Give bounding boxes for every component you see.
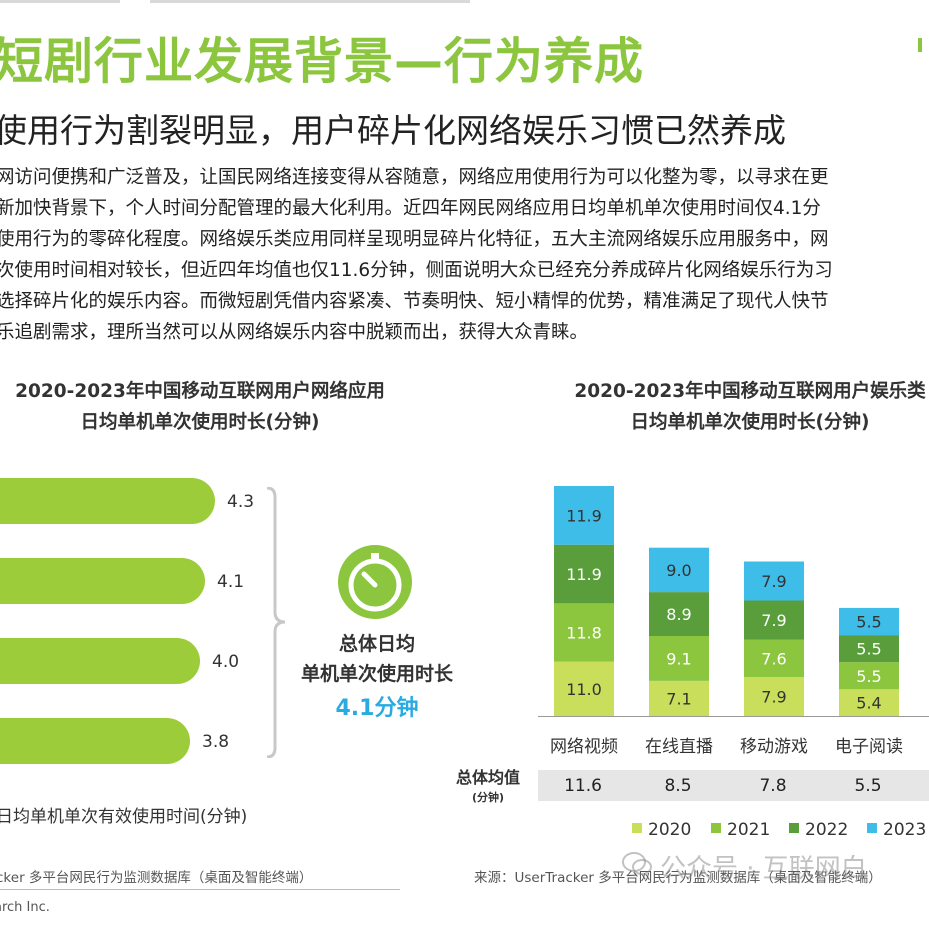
- legend-label: 2022: [805, 820, 849, 840]
- bar-segment: [649, 547, 709, 593]
- bar-segment: [554, 486, 614, 545]
- bar-value-label: 4.1: [217, 572, 245, 592]
- legend-item: 2023: [867, 820, 926, 840]
- bar: [0, 638, 200, 684]
- legend-label: 2020: [648, 820, 692, 840]
- bar-value-label: 4.3: [227, 492, 255, 512]
- bar-segment-label: 8.9: [666, 605, 691, 624]
- bar-segment: [839, 607, 899, 635]
- bracket-shape: [266, 487, 286, 758]
- average-row: [538, 770, 929, 801]
- category-label: 电子阅读: [835, 737, 903, 757]
- body-paragraph: 网访问便携和广泛普及，让国民网络连接变得从容随意，网络应用使用行为可以化整为零，…: [0, 162, 929, 348]
- bar-segment-label: 5.5: [856, 667, 881, 686]
- stopwatch-icon: [338, 545, 412, 619]
- bar-value-label: 4.0: [212, 652, 240, 672]
- bar-segment-label: 7.9: [761, 572, 786, 591]
- bar-segment-label: 11.9: [566, 565, 602, 584]
- body-line: 网访问便携和广泛普及，让国民网络连接变得从容随意，网络应用使用行为可以化整为零，…: [0, 167, 829, 188]
- body-line: 乐追剧需求，理所当然可以从网络娱乐内容中脱颖而出，获得大众青睐。: [0, 322, 589, 343]
- bar-segment: [649, 636, 709, 681]
- page-subtitle: 使用行为割裂明显，用户碎片化网络娱乐习惯已然养成: [0, 111, 786, 150]
- average-value: 5.5: [854, 776, 882, 796]
- category-label: 在线直播: [645, 737, 713, 757]
- bar-segment: [744, 677, 804, 716]
- bar-segment-label: 9.1: [666, 650, 691, 669]
- average-value: 8.5: [664, 776, 692, 796]
- bar-segment-label: 5.5: [856, 640, 881, 659]
- bar-segment: [744, 561, 804, 601]
- right-chart-title-line1: 2020-2023年中国移动互联网用户娱乐类: [574, 381, 926, 402]
- legend-swatch: [867, 823, 877, 833]
- corner-accent: [918, 38, 922, 52]
- bar-segment-label: 11.0: [566, 680, 602, 699]
- source-note-right: 来源：UserTracker 多平台网民行为监测数据库（桌面及智能终端）: [474, 870, 882, 886]
- legend-swatch: [632, 823, 642, 833]
- bar: [0, 718, 190, 764]
- legend-swatch: [789, 823, 799, 833]
- legend-item: 2020: [632, 820, 691, 840]
- bar-segment-label: 9.0: [666, 561, 691, 580]
- bar-segment-label: 7.1: [666, 690, 691, 709]
- page-title: 短剧行业发展背景—行为养成: [0, 33, 645, 90]
- footer-divider: [0, 889, 400, 890]
- legend-item: 2022: [789, 820, 848, 840]
- body-line: 选择碎片化的娱乐内容。而微短剧凭借内容紧凑、节奏明快、短小精悍的优势，精准满足了…: [0, 291, 829, 312]
- legend-swatch: [711, 823, 721, 833]
- average-unit: (分钟): [471, 791, 505, 804]
- bar: [0, 478, 215, 524]
- bar-segment-label: 5.4: [856, 694, 881, 713]
- bar-segment: [649, 681, 709, 716]
- bar-segment: [554, 661, 614, 716]
- bar-segment-label: 7.6: [761, 649, 786, 668]
- body-line: 新加快背景下，个人时间分配管理的最大化利用。近四年网民网络应用日均单机单次使用时…: [0, 198, 821, 219]
- bar: [0, 558, 205, 604]
- bar-segment-label: 5.5: [856, 613, 881, 632]
- legend-item: 2021: [711, 820, 770, 840]
- top-decoration: [0, 0, 929, 8]
- source-note-left: cker 多平台网民行为监测数据库（桌面及智能终端）: [0, 870, 313, 886]
- bar-segment: [554, 603, 614, 662]
- left-chart-title-line2: 日均单机单次使用时长(分钟): [80, 412, 320, 433]
- bar-segment: [839, 635, 899, 663]
- summary-label-line2: 单机单次使用时长: [300, 663, 453, 685]
- copyright-text: arch Inc.: [0, 900, 50, 915]
- bar-segment-label: 7.9: [761, 688, 786, 707]
- right-chart-title-line2: 日均单机单次使用时长(分钟): [630, 412, 870, 433]
- left-chart-title-line1: 2020-2023年中国移动互联网用户网络应用: [15, 381, 385, 402]
- summary-label-line1: 总体日均: [338, 633, 415, 655]
- category-label: 移动游戏: [740, 737, 808, 757]
- legend-label: 2023: [883, 820, 927, 840]
- average-value: 7.8: [759, 776, 787, 796]
- average-label: 总体均值: [455, 768, 520, 787]
- body-line: 次使用时间相对较长，但近四年均值也仅11.6分钟，侧面说明大众已经充分养成碎片化…: [0, 260, 833, 281]
- category-label: 网络视频: [550, 737, 618, 757]
- left-chart-footnote: 日均单机单次有效使用时间(分钟): [0, 807, 248, 827]
- bar-segment: [649, 592, 709, 636]
- bar-segment-label: 11.9: [566, 506, 602, 525]
- right-chart-title: 2020-2023年中国移动互联网用户娱乐类 日均单机单次使用时长(分钟): [520, 376, 929, 438]
- bar-segment: [839, 662, 899, 690]
- bar-segment: [744, 600, 804, 640]
- average-value: 11.6: [564, 776, 602, 796]
- watermark-text: 公众号 · 互联网白: [660, 854, 867, 884]
- bar-segment: [554, 544, 614, 604]
- bar-segment: [744, 639, 804, 677]
- body-line: 使用行为的零碎化程度。网络娱乐类应用同样呈现明显碎片化特征，五大主流网络娱乐应用…: [0, 229, 829, 250]
- summary-value: 4.1分钟: [335, 696, 419, 721]
- bar-segment-label: 11.8: [566, 624, 602, 643]
- left-chart-title: 2020-2023年中国移动互联网用户网络应用 日均单机单次使用时长(分钟): [0, 376, 410, 438]
- legend-label: 2021: [727, 820, 771, 840]
- wechat-icon: [622, 852, 652, 875]
- bar-segment-label: 7.9: [761, 611, 786, 630]
- summary-label: 总体日均 单机单次使用时长: [292, 629, 462, 689]
- bar-segment: [839, 689, 899, 716]
- bar-value-label: 3.8: [202, 732, 230, 752]
